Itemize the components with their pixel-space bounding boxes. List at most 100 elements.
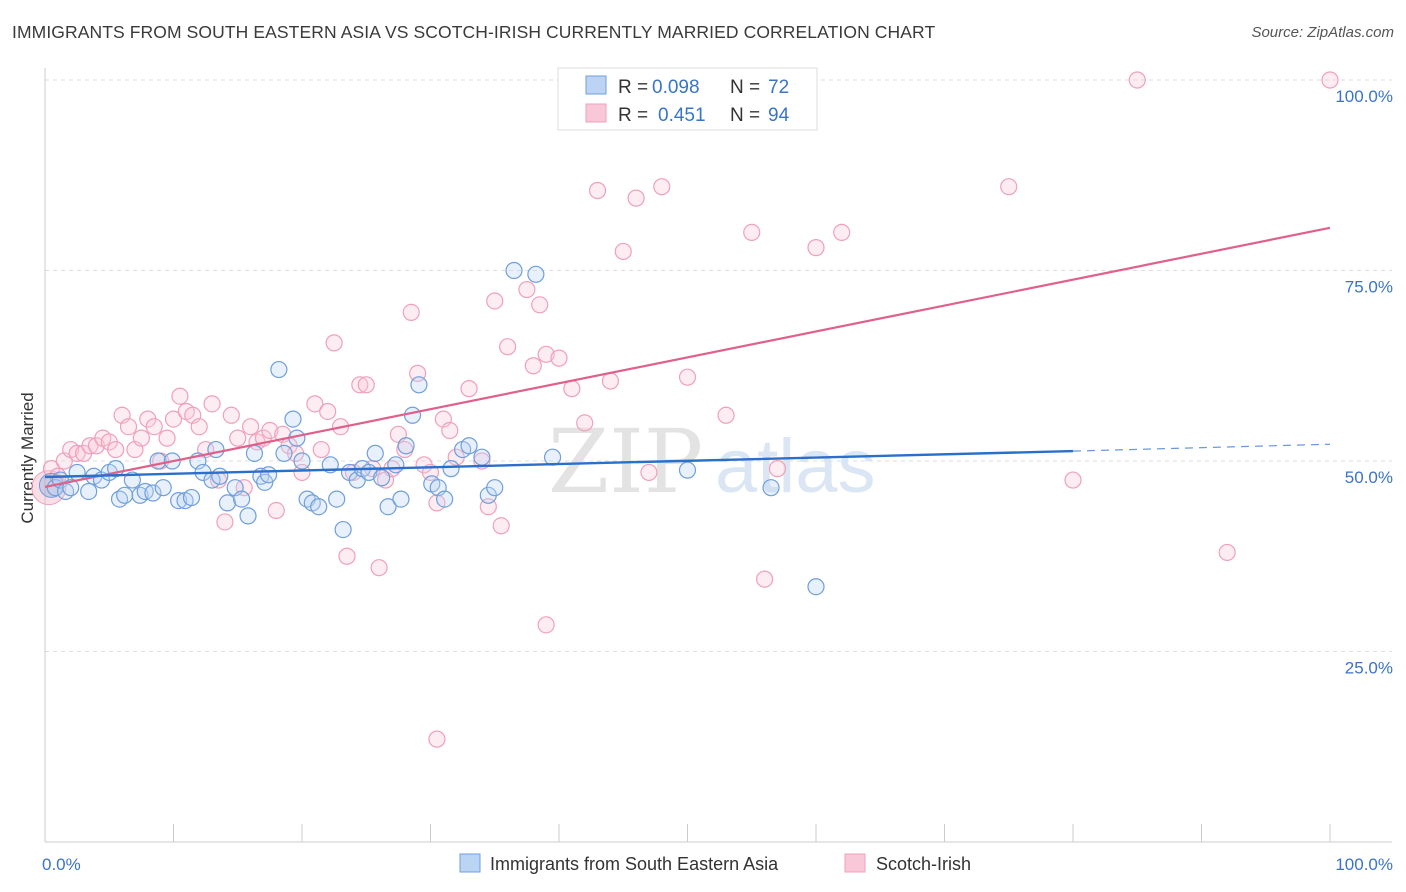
sea-point-4 [68, 463, 86, 482]
scotch-irish-point-71 [531, 296, 549, 314]
scotch-irish-point-19 [164, 410, 183, 428]
sea-point-69 [543, 448, 562, 466]
y-tick-label-0: 25.0% [1345, 659, 1393, 678]
scotch-irish-point-84 [743, 223, 761, 241]
sea-point-56 [403, 406, 422, 424]
scotch-irish-point-27 [216, 513, 234, 531]
scotch-irish-point-61 [441, 421, 459, 440]
series-legend: Immigrants from South Eastern Asia Scotc… [459, 853, 971, 874]
tick-labels: 25.0% 50.0% 75.0% 100.0% 0.0% 100.0% [42, 87, 1393, 874]
sea-point-66 [486, 479, 504, 497]
scotch-irish-point-82 [678, 368, 697, 386]
sea-point-72 [807, 578, 825, 596]
scotch-irish-point-42 [319, 402, 337, 421]
scotch-irish-point-14 [132, 429, 150, 447]
y-tick-label-1: 50.0% [1345, 468, 1393, 487]
scotch-irish-point-74 [563, 380, 581, 398]
blue-legend-swatch [585, 75, 607, 95]
scotch-irish-point-20 [171, 387, 189, 405]
sea-point-70 [678, 461, 697, 479]
scotch-irish-point-70 [524, 357, 542, 375]
sea-point-25 [207, 440, 225, 459]
scotch-irish-point-28 [222, 406, 240, 424]
scotch-irish-point-80 [640, 463, 658, 482]
pink-n-value: 94 [768, 105, 790, 126]
sea-point-11 [116, 486, 134, 504]
pink-legend-swatch [585, 103, 607, 123]
scotch-irish-point-10 [107, 440, 125, 459]
scotch-irish-point-47 [351, 376, 369, 394]
sea-point-51 [373, 469, 391, 487]
scotch-irish-point-59 [428, 494, 446, 512]
sea-point-60 [436, 490, 454, 508]
scotch-irish-point-79 [627, 189, 645, 207]
scotch-irish-point-66 [486, 292, 504, 310]
trend-lines [44, 226, 1331, 488]
scotch-irish-point-63 [460, 380, 478, 398]
sea-point-21 [182, 488, 201, 507]
pink-r-value: 0.451 [658, 105, 706, 126]
scotch-irish-point-31 [242, 418, 260, 436]
sea-point-35 [270, 360, 288, 379]
scotch-irish-point-85 [807, 239, 825, 257]
blue-n-label: N = [730, 77, 760, 98]
scotch-irish-point-83 [717, 406, 735, 424]
sea-point-30 [239, 507, 257, 525]
scotch-irish-point-35 [267, 501, 285, 520]
scotch-irish-point-67 [492, 517, 510, 535]
axes [44, 68, 1392, 843]
scotch-irish-point-68 [499, 338, 517, 356]
sea-point-37 [284, 410, 302, 428]
sea-point-53 [387, 456, 405, 474]
scotch-irish-point-93 [1321, 71, 1339, 89]
sea-point-36 [275, 444, 293, 462]
sea-point-39 [293, 452, 311, 470]
y-tick-label-3: 100.0% [1335, 87, 1393, 106]
sea-point-68 [527, 265, 545, 283]
chart-title: IMMIGRANTS FROM SOUTH EASTERN ASIA VS SC… [12, 22, 936, 42]
scotch-irish-point-23 [190, 418, 208, 436]
scotch-irish-point-94 [537, 616, 555, 634]
sea-point-55 [397, 437, 415, 455]
source-credit: Source: ZipAtlas.com [1251, 24, 1394, 41]
scotch-irish-point-91 [1128, 71, 1146, 89]
scotch-irish-point-48 [357, 376, 375, 394]
scotch-irish-point-69 [518, 280, 536, 299]
x-tick-label-min: 0.0% [42, 855, 81, 874]
sea-point-54 [392, 490, 410, 508]
legend-label-sea: Immigrants from South Eastern Asia [490, 854, 779, 874]
scotch-irish-point-92 [1218, 543, 1236, 562]
scotch-irish-trend-line [44, 226, 1331, 488]
sea-point-44 [328, 490, 346, 508]
scotch-irish-point-18 [158, 429, 176, 447]
pink-r-label: R = [618, 105, 648, 126]
sea-point-29 [233, 490, 251, 508]
scotch-irish-point-89 [1000, 178, 1018, 196]
pink-n-label: N = [730, 105, 760, 126]
scotch-irish-point-43 [325, 334, 343, 352]
legend-label-scotch-irish: Scotch-Irish [876, 854, 971, 874]
sea-trend-extension [1072, 443, 1331, 452]
scotch-irish-point-87 [755, 570, 774, 588]
sea-point-52 [379, 498, 397, 516]
scotch-irish-point-95 [428, 730, 446, 748]
scotch-irish-point-25 [203, 395, 221, 413]
blue-r-value: 0.098 [652, 77, 700, 98]
scotch-irish-point-73 [550, 349, 568, 367]
sea-point-27 [218, 494, 237, 512]
scotch-irish-point-34 [261, 421, 279, 440]
scotch-irish-point-77 [601, 372, 620, 390]
scotch-irish-point-72 [537, 345, 555, 363]
scotch-irish-point-86 [833, 223, 851, 241]
sea-point-42 [310, 498, 328, 516]
sea-point-71 [762, 479, 780, 497]
scotch-irish-point-41 [312, 440, 330, 459]
sea-point-63 [460, 437, 478, 455]
blue-r-label: R = [618, 77, 648, 98]
legend-swatch-sea [459, 853, 481, 873]
scotch-irish-point-50 [370, 559, 388, 577]
scotch-irish-point-90 [1064, 471, 1082, 489]
scotch-irish-point-88 [768, 460, 787, 478]
scotch-irish-point-55 [402, 303, 420, 322]
